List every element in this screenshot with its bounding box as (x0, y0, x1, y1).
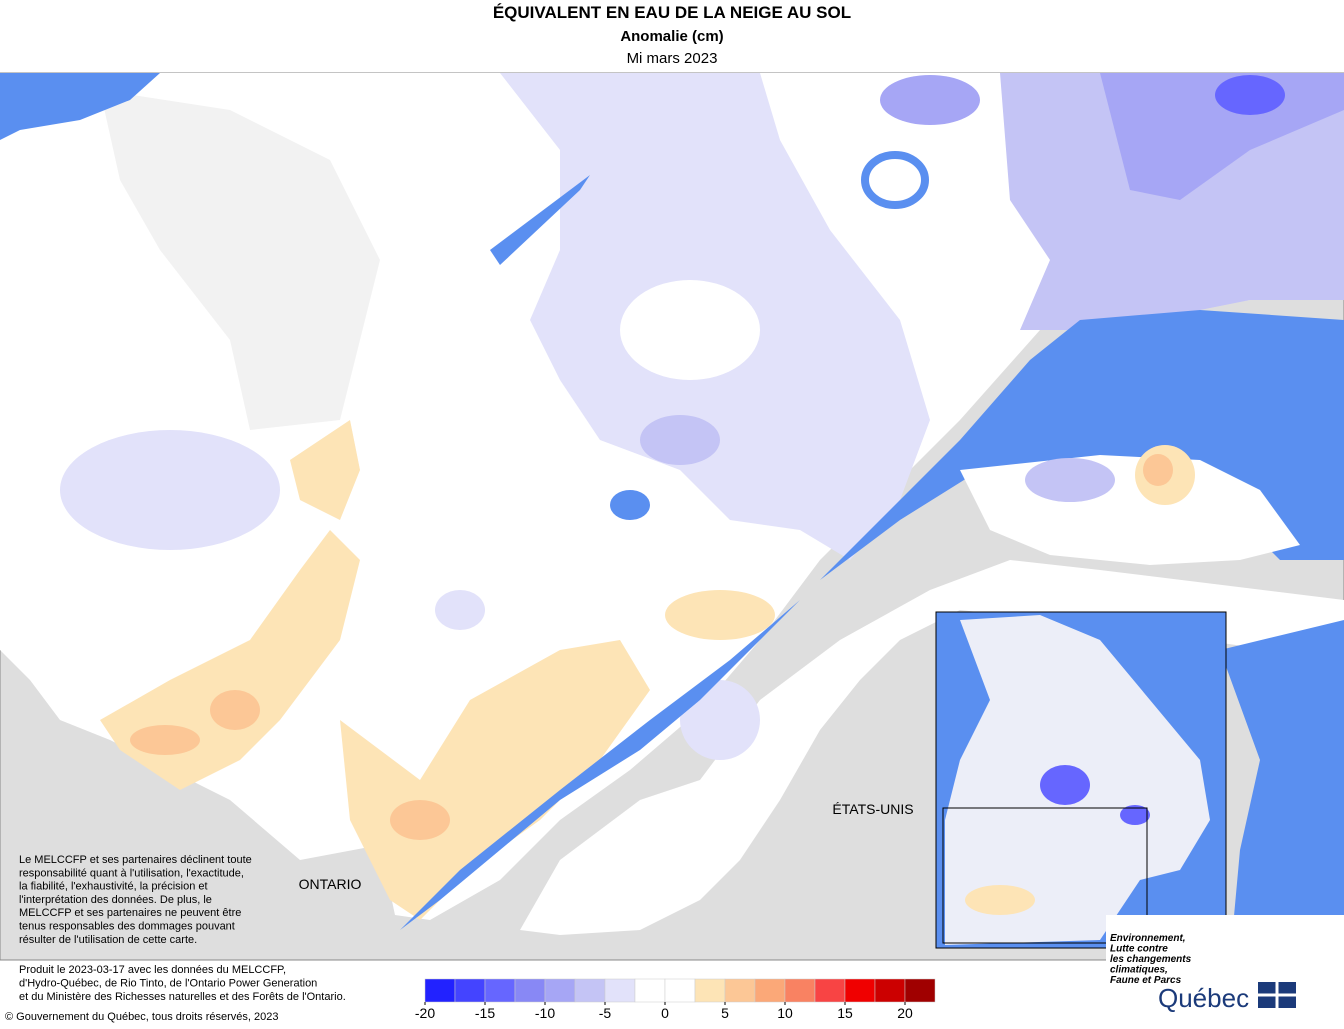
colorbar-swatch (814, 978, 846, 1003)
anomaly-negative (640, 415, 720, 465)
disclaimer-line: tenus responsables des dommages pouvant (19, 921, 235, 933)
map: ONTARIO ÉTATS-UNIS (0, 72, 1344, 961)
copyright: © Gouvernement du Québec, tous droits ré… (5, 1011, 278, 1023)
colorbar-swatch (754, 978, 786, 1003)
disclaimer-line: l'interprétation des données. De plus, l… (19, 894, 212, 906)
colorbar-tick-label: 15 (837, 1005, 853, 1021)
anomaly-negative (1100, 73, 1344, 200)
lake (861, 151, 929, 209)
colorbar-swatch (724, 978, 756, 1003)
colorbar-tick-label: -15 (475, 1005, 495, 1021)
inset-extent (942, 807, 1148, 944)
colorbar-swatch (874, 978, 906, 1003)
logo-line: Faune et Parcs (1110, 975, 1182, 986)
anomaly-negative (1215, 75, 1285, 115)
colorbar-tick-label: -5 (599, 1005, 612, 1021)
logo-line: climatiques, (1110, 965, 1168, 976)
lake (610, 490, 650, 520)
region-label: ÉTATS-UNIS (832, 801, 913, 817)
production-line: d'Hydro-Québec, de Rio Tinto, de l'Ontar… (19, 978, 317, 990)
logo-box (1106, 915, 1344, 1024)
logo-line: Lutte contre (1110, 944, 1168, 955)
subtitle: Anomalie (cm) (620, 28, 723, 45)
colorbar-tick-label: 5 (721, 1005, 729, 1021)
colorbar-swatch (634, 978, 666, 1003)
colorbar-swatch (484, 978, 516, 1003)
no-data-area (100, 90, 380, 430)
logo-line: Environnement, (1110, 933, 1186, 944)
logo-name: Québec (1158, 983, 1249, 1013)
anomaly-negative (1025, 458, 1115, 502)
anomaly-negative (435, 590, 485, 630)
production-line: et du Ministère des Richesses naturelles… (19, 991, 346, 1003)
water (400, 310, 1344, 930)
anomaly-positive (340, 640, 650, 920)
logo-flag-cross (1258, 982, 1296, 1008)
colorbar-swatch (424, 978, 456, 1003)
colorbar-swatch (574, 978, 606, 1003)
logo-line: les changements (1110, 954, 1192, 965)
disclaimer-line: responsabilité quant à l'utilisation, l'… (19, 867, 244, 879)
colorbar-swatch (784, 978, 816, 1003)
region-label: ONTARIO (299, 876, 362, 892)
colorbar-swatch (844, 978, 876, 1003)
colorbar-swatch (514, 978, 546, 1003)
anomaly-neutral (620, 280, 760, 380)
inset-anomaly (965, 885, 1035, 915)
colorbar-swatch (544, 978, 576, 1003)
production-line: Produit le 2023-03-17 avec les données d… (19, 964, 286, 976)
colorbar: -20 -15 -10 -5 0 5 10 15 20 (415, 978, 936, 1021)
colorbar-tick-label: -20 (415, 1005, 435, 1021)
disclaimer-line: résulter de l'utilisation de cette carte… (19, 934, 197, 946)
colorbar-swatch (694, 978, 726, 1003)
production-note: Produit le 2023-03-17 avec les données d… (19, 964, 346, 1003)
colorbar-tick-label: 10 (777, 1005, 793, 1021)
south-shore (520, 560, 1344, 935)
anomaly-positive (130, 725, 200, 755)
colorbar-tick-label: -10 (535, 1005, 555, 1021)
inset-anomaly (1040, 765, 1090, 805)
date: Mi mars 2023 (627, 50, 718, 67)
disclaimer-line: Le MELCCFP et ses partenaires déclinent … (19, 854, 252, 866)
water (1220, 620, 1344, 960)
anomaly-negative (60, 430, 280, 550)
water (0, 73, 160, 140)
anomaly-positive (1143, 454, 1173, 486)
anomaly-positive (210, 690, 260, 730)
anomaly-positive (390, 800, 450, 840)
disclaimer: Le MELCCFP et ses partenaires déclinent … (19, 854, 252, 946)
title: ÉQUIVALENT EN EAU DE LA NEIGE AU SOL (493, 3, 851, 22)
anomaly-positive (665, 590, 775, 640)
colorbar-tick-label: 0 (661, 1005, 669, 1021)
colorbar-swatch (604, 978, 636, 1003)
anomaly-negative (880, 75, 980, 125)
colorbar-swatch (664, 978, 696, 1003)
colorbar-swatch (454, 978, 486, 1003)
inset-anomaly (1120, 805, 1150, 825)
colorbar-tick-label: 20 (897, 1005, 913, 1021)
anomaly-positive (290, 420, 360, 520)
colorbar-swatch (904, 978, 936, 1003)
disclaimer-line: la fiabilité, l'exhaustivité, la précisi… (19, 881, 208, 893)
disclaimer-line: MELCCFP et ses partenaires ne peuvent êt… (19, 907, 241, 919)
lake (490, 175, 590, 265)
